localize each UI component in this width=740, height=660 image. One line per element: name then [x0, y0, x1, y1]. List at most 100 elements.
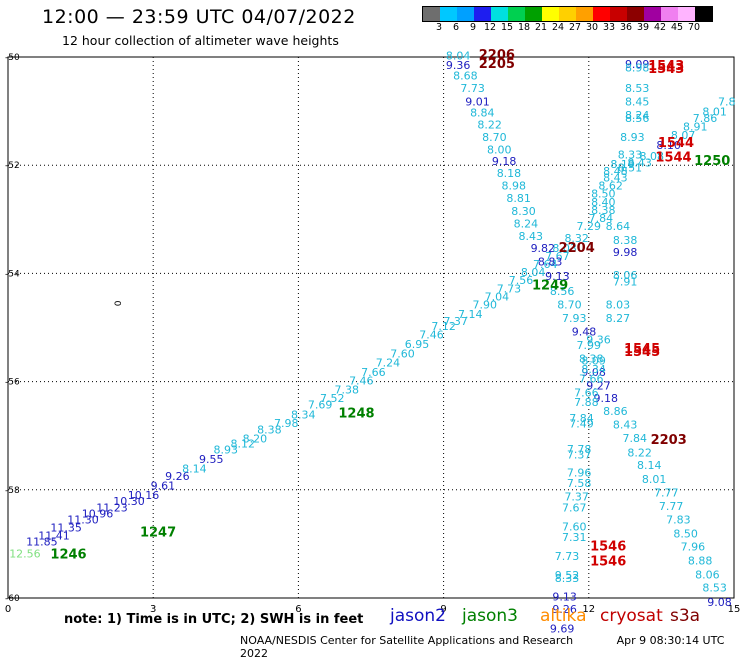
track-time-label: 2205 — [479, 57, 515, 72]
color-swatch — [508, 7, 525, 21]
color-swatch — [423, 7, 440, 21]
swh-value: 7.93 — [562, 312, 587, 325]
swh-value: 8.70 — [557, 299, 582, 312]
swh-value: 8.20 — [243, 433, 268, 446]
swh-value: 7.64 — [533, 258, 558, 271]
swh-value: 8.98 — [625, 62, 650, 75]
color-swatch — [627, 7, 644, 21]
swh-value: 9.98 — [613, 246, 638, 259]
color-swatch — [644, 7, 661, 21]
swh-value: 9.13 — [552, 591, 577, 604]
track-time-label: 1543 — [648, 62, 684, 77]
swh-value: 8.53 — [625, 82, 650, 95]
swh-value: 8.98 — [502, 180, 527, 193]
color-scale-label: 70 — [687, 22, 701, 33]
color-swatch — [559, 7, 576, 21]
swh-value: 8.07 — [671, 129, 696, 142]
swh-value: 7.73 — [555, 550, 580, 563]
swh-value: 7.67 — [545, 250, 570, 263]
swh-value: 8.24 — [625, 109, 650, 122]
color-swatch — [491, 7, 508, 21]
swh-value: 7.29 — [577, 220, 602, 233]
swh-value: 8.64 — [606, 220, 631, 233]
legend-cryosat: cryosat — [600, 606, 663, 626]
swh-value: 8.86 — [603, 405, 628, 418]
swh-value: 7.37 — [567, 448, 592, 461]
color-swatch — [593, 7, 610, 21]
swh-value: 11.35 — [50, 521, 82, 534]
swh-value: 8.50 — [591, 188, 616, 201]
swh-value: 12.56 — [9, 547, 41, 560]
swh-value: 7.78 — [567, 443, 592, 456]
swh-value: 7.99 — [577, 339, 602, 352]
plot-grid — [8, 57, 734, 598]
swh-value: 6.95 — [405, 338, 430, 351]
swh-value: 8.56 — [550, 285, 575, 298]
track-time-label: 1546 — [590, 539, 626, 554]
swh-value: 8.38 — [591, 204, 616, 217]
plot-axes: 0 3 6 9 12 15-50-52-54-56-58-600 — [5, 53, 740, 615]
track-time-label: 1249 — [532, 279, 568, 294]
swh-value: 7.24 — [376, 356, 401, 369]
color-scale-label: 9 — [469, 22, 477, 33]
y-tick-label: -56 — [5, 378, 20, 388]
swh-value: 9.36 — [586, 334, 611, 347]
swh-value: 8.56 — [625, 112, 650, 125]
track-time-label: 1544 — [658, 136, 694, 151]
swh-value: 8.01 — [702, 105, 727, 118]
swh-value: 11.30 — [67, 513, 99, 526]
swh-value: 8.01 — [642, 473, 667, 486]
swh-value: 8.51 — [618, 162, 643, 175]
swh-value: 7.38 — [335, 384, 360, 397]
color-swatch — [661, 7, 678, 21]
swh-value: 9.48 — [572, 326, 597, 339]
swh-value: 7.86 — [693, 112, 718, 125]
swh-value: 7.12 — [431, 320, 456, 333]
swh-value: 9.82 — [531, 242, 556, 255]
color-scale-label: 15 — [500, 22, 514, 33]
swh-value: 7.49 — [569, 418, 594, 431]
swh-value: 9.36 — [446, 59, 471, 72]
swh-value: 7.56 — [509, 274, 534, 287]
x-tick-label: 9 — [440, 604, 446, 615]
color-scale-label: 36 — [619, 22, 633, 33]
swh-value: 9.52 — [555, 569, 580, 582]
swh-value: 8.04 — [521, 266, 546, 279]
color-swatch — [525, 7, 542, 21]
y-tick-label: -50 — [5, 53, 20, 63]
swh-value: 7.67 — [562, 501, 587, 514]
contour-label: 0 — [111, 300, 121, 306]
swh-value: 7.90 — [472, 299, 497, 312]
swh-value: 8.24 — [514, 217, 539, 230]
track-time-label: 2203 — [651, 433, 687, 448]
swh-value: 8.38 — [257, 424, 282, 437]
swh-value: 8.10 — [656, 139, 681, 152]
swh-value: 8.81 — [506, 192, 531, 205]
swh-value: 7.37 — [564, 491, 589, 504]
color-swatch — [474, 7, 491, 21]
x-tick-label: 0 — [5, 604, 11, 615]
swh-value: 7.8 — [718, 96, 736, 109]
swh-value: 8.30 — [511, 205, 536, 218]
y-tick-label: -52 — [5, 161, 20, 171]
swh-value: 7.46 — [349, 374, 374, 387]
color-scale-label: 18 — [517, 22, 531, 33]
color-scale-label: 6 — [452, 22, 460, 33]
swh-value: 7.66 — [579, 373, 604, 386]
swh-value: 8.06 — [613, 269, 638, 282]
track-time-label: 1247 — [140, 525, 176, 540]
color-scale-label: 21 — [534, 22, 548, 33]
swh-value: 7.77 — [659, 500, 684, 513]
swh-value: 8.43 — [603, 171, 628, 184]
swh-value: 7.84 — [623, 432, 648, 445]
swh-value: 8.43 — [518, 230, 543, 243]
color-swatch — [678, 7, 695, 21]
swh-value: 8.83 — [538, 255, 563, 268]
color-scale-label: 27 — [568, 22, 582, 33]
chart-subtitle: 12 hour collection of altimeter wave hei… — [62, 33, 339, 48]
swh-value: 8.12 — [230, 438, 255, 451]
swh-value: 7.83 — [666, 513, 691, 526]
track-time-label: 1544 — [655, 150, 691, 165]
legend-jason3: jason3 — [462, 606, 518, 626]
